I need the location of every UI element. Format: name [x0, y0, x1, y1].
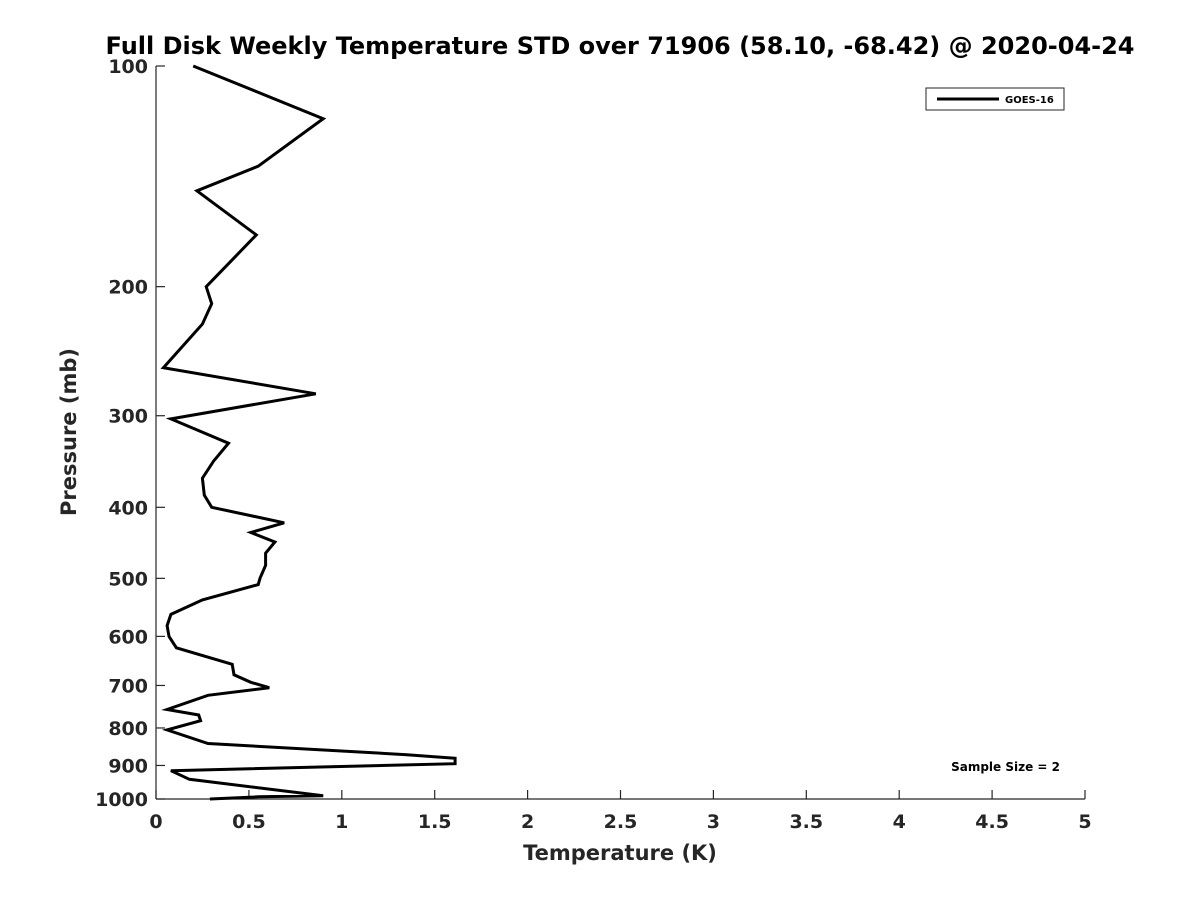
- x-tick-label: 2: [521, 811, 534, 833]
- chart-title: Full Disk Weekly Temperature STD over 71…: [106, 32, 1135, 60]
- y-tick-label: 400: [108, 497, 148, 519]
- y-tick-label: 600: [108, 626, 148, 648]
- x-tick-label: 1: [335, 811, 348, 833]
- x-tick-label: 3: [707, 811, 720, 833]
- x-axis-label: Temperature (K): [523, 841, 717, 865]
- x-tick-label: 5: [1078, 811, 1091, 833]
- axes-frame: [155, 66, 1085, 800]
- y-tick-label: 700: [108, 675, 148, 697]
- legend: GOES-16: [925, 87, 1065, 111]
- y-tick-label: 100: [108, 56, 148, 78]
- x-tick-label: 2.5: [604, 811, 638, 833]
- sample-size-annotation: Sample Size = 2: [951, 760, 1060, 774]
- y-axis-label: Pressure (mb): [57, 348, 81, 516]
- y-tick-label: 1000: [95, 789, 148, 811]
- x-tick-label: 0: [149, 811, 162, 833]
- legend-label-goes-16: GOES-16: [1005, 95, 1054, 106]
- x-tick-label: 4.5: [975, 811, 1009, 833]
- x-tick-label: 0.5: [232, 811, 266, 833]
- y-ticks: 100 200 300 400 500 600 700 800 900 1000: [95, 56, 165, 811]
- series-line-goes-16: [160, 64, 457, 801]
- y-tick-label: 800: [108, 718, 148, 740]
- series-group: [160, 64, 457, 801]
- x-ticks: 0 0.5 1 1.5 2 2.5 3 3.5 4 4.5 5: [149, 790, 1092, 833]
- y-tick-label: 200: [108, 277, 148, 299]
- y-tick-label: 500: [108, 568, 148, 590]
- y-tick-label: 300: [108, 406, 148, 428]
- x-tick-label: 4: [893, 811, 906, 833]
- x-tick-label: 3.5: [789, 811, 823, 833]
- x-tick-label: 1.5: [418, 811, 452, 833]
- y-tick-label: 900: [108, 755, 148, 777]
